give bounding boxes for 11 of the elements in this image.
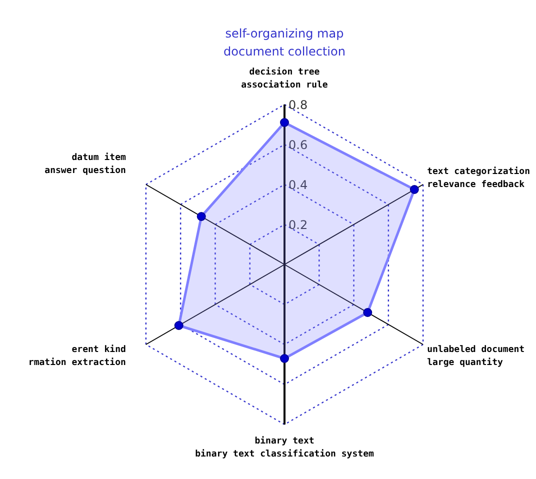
spoke-label: unlabeled document large quantity [427, 345, 525, 368]
spoke-label: binary text binary text classification system [195, 436, 374, 460]
y-tick-label: 0.8 [288, 98, 308, 112]
y-tick-label: 0.6 [288, 138, 308, 152]
y-tick-label: 0.2 [288, 218, 308, 232]
spoke-label: erent kind rmation extraction [28, 344, 126, 368]
spoke-label: datum item answer question [44, 152, 127, 176]
spoke-label: decision tree association rule [241, 66, 328, 90]
chart-title: self-organizing map document collection [224, 26, 346, 58]
spoke-label: text categorization relevance feedback [427, 166, 530, 190]
y-tick-label: 0.4 [288, 178, 308, 192]
